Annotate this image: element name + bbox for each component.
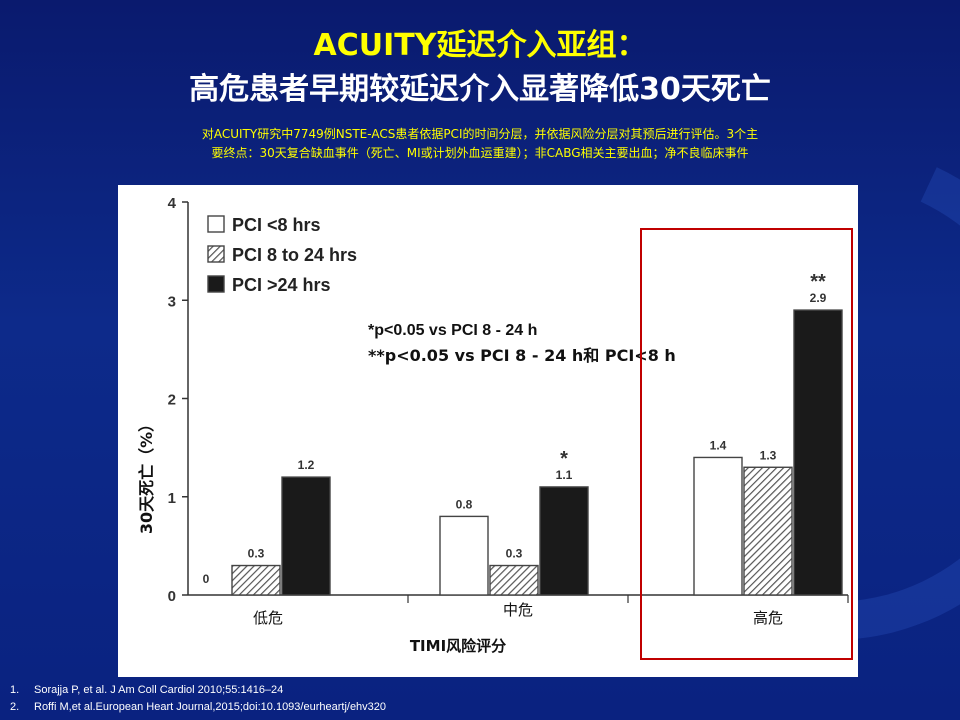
- reference-1: 1. Sorajja P, et al. J Am Coll Cardiol 20…: [10, 684, 284, 696]
- data-label: 0.8: [456, 497, 473, 511]
- bar-black-1: [539, 486, 589, 596]
- data-label: 0: [203, 572, 210, 586]
- bar-white-1: [439, 515, 489, 596]
- x-tick-label: 低危: [253, 609, 283, 627]
- slide-title-line2: 高危患者早期较延迟介入显著降低30天死亡: [189, 72, 771, 107]
- bar-hatched-0: [231, 564, 281, 596]
- y-tick-label: 4: [168, 195, 177, 212]
- y-axis-label: 30天死亡（%）: [137, 416, 156, 534]
- references: 1. Sorajja P, et al. J Am Coll Cardiol 20…: [10, 682, 386, 716]
- y-tick-label: 0: [168, 588, 176, 605]
- bar-black-0: [281, 476, 331, 596]
- legend-swatch-black: [207, 275, 225, 293]
- slide-title: ACUITY延迟介入亚组：: [313, 28, 647, 63]
- data-label: 1.4: [710, 438, 727, 452]
- reference-2: 2. Roffi M,et al.European Heart Journal,2…: [10, 701, 387, 713]
- legend-entry: PCI 8 to 24 hrs: [232, 245, 357, 265]
- significance-mark: **: [810, 271, 826, 293]
- data-label: 1.3: [760, 448, 777, 462]
- slide-subtitle-line2: 要终点：30天复合缺血事件（死亡、MI或计划外血运重建）；非CABG相关主要出血…: [211, 146, 749, 160]
- legend-entry: PCI <8 hrs: [232, 215, 321, 235]
- bar-white-2: [693, 456, 743, 596]
- significance-mark: *: [560, 448, 568, 470]
- data-label: 0.3: [248, 547, 265, 561]
- significance-note-1: *p<0.05 vs PCI 8 - 24 h: [368, 322, 537, 339]
- x-tick-label: 高危: [753, 609, 783, 627]
- high-risk-highlight-box: [640, 228, 853, 660]
- x-axis-label: TIMI风险评分: [410, 637, 506, 655]
- data-label: 2.9: [810, 291, 827, 305]
- bar-hatched-1: [489, 564, 539, 596]
- data-label: 0.3: [506, 547, 523, 561]
- legend-swatch-white: [207, 215, 225, 233]
- legend-entry: PCI >24 hrs: [232, 275, 331, 295]
- significance-note-2: **p<0.05 vs PCI 8 - 24 h和 PCI<8 h: [368, 346, 676, 365]
- slide-subtitle: 对ACUITY研究中7749例NSTE-ACS患者依据PCI的时间分层，并依据风…: [201, 127, 759, 141]
- x-tick-label: 中危: [503, 601, 533, 619]
- y-tick-label: 2: [168, 392, 176, 409]
- y-tick-label: 1: [168, 490, 176, 507]
- chart-panel: 0 1 2 3 4 低危 中危 高危 0 0.3 1.2 0.8 0.3 1.1 * 1.4 1.3 2.9 **…: [118, 185, 858, 677]
- data-label: 1.2: [298, 458, 315, 472]
- y-tick-label: 3: [168, 293, 176, 310]
- legend-swatch-hatched: [207, 245, 225, 263]
- bar-black-2: [793, 309, 843, 596]
- bar-hatched-2: [743, 466, 793, 596]
- data-label: 1.1: [556, 468, 573, 482]
